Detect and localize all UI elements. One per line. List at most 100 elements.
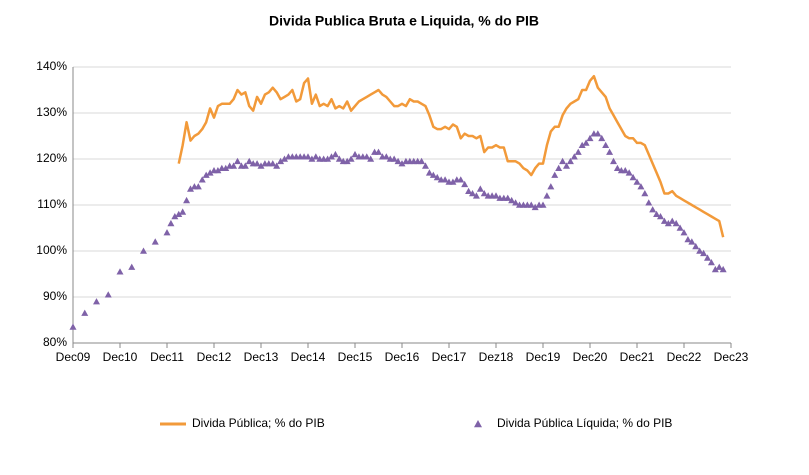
data-point [578,141,586,148]
data-point [347,155,355,162]
x-tick-label: Dec19 [526,350,561,364]
data-point [308,155,316,162]
data-point [449,178,457,185]
data-point [273,162,281,169]
data-point [469,190,476,197]
data-point [367,155,375,162]
data-point [457,176,465,183]
data-point [429,171,437,178]
data-point [566,157,574,165]
legend-swatch [474,420,482,428]
data-point [441,176,449,183]
data-point [140,247,147,254]
data-point [281,155,288,162]
data-point [187,185,194,192]
x-tick-label: Dec20 [573,350,608,364]
data-point [206,169,214,176]
data-point [422,162,429,169]
data-point [253,160,261,167]
x-tick-label: Dec22 [667,350,702,364]
data-point [230,162,238,169]
data-point [328,153,335,160]
x-tick-label: Dec10 [103,350,138,364]
data-point [512,199,520,206]
data-point [711,265,719,273]
x-tick-label: Dec16 [385,350,420,364]
x-tick-label: Dec17 [432,350,467,364]
data-point [672,219,680,227]
data-point [504,194,512,201]
data-point [480,190,488,197]
data-point [69,323,77,330]
x-tick-label: Dec21 [620,350,655,364]
data-point [582,139,590,146]
data-point [183,196,191,204]
data-point [613,164,621,171]
data-point [202,171,210,178]
y-tick-label: 100% [36,243,67,257]
data-point [222,164,230,171]
data-point [128,263,136,270]
data-point [257,162,265,169]
data-point [637,183,645,190]
data-point [171,213,179,220]
y-tick-label: 140% [36,59,67,73]
data-point [684,236,692,243]
data-point [551,171,559,178]
data-point [586,134,594,142]
data-point [163,229,171,236]
data-point [179,208,187,215]
data-point [598,134,606,142]
data-point [277,157,285,165]
data-point [382,153,390,160]
data-point [241,162,249,169]
data-point [633,178,641,185]
data-point [629,173,637,181]
data-point [645,199,653,206]
data-point [594,130,602,137]
data-point [304,153,312,160]
data-point [539,201,547,208]
data-point [660,217,668,224]
data-point [508,196,516,204]
data-point [461,180,469,188]
data-point [214,167,222,174]
data-point [657,213,664,220]
data-point [700,249,708,257]
chart-title: Divida Publica Bruta e Liquida, % do PIB [269,13,539,29]
data-point [198,176,206,183]
data-point [104,291,112,298]
data-point [465,187,473,194]
data-point [93,298,100,305]
y-tick-label: 120% [36,151,67,165]
data-point [704,254,711,261]
data-point [649,206,657,213]
data-point [570,153,578,160]
data-point [425,169,433,176]
data-point [335,155,343,162]
data-line [177,74,725,238]
data-point [563,162,570,169]
data-point [602,141,610,148]
data-point [559,157,567,165]
data-point [175,210,183,217]
data-point [433,173,441,181]
data-point [351,150,359,158]
data-point [324,155,332,162]
data-point [194,183,202,190]
data-point [245,157,253,165]
data-point [312,153,320,160]
y-tick-label: 110% [37,197,67,211]
x-tick-label: Dec15 [338,350,373,364]
data-point [696,247,704,254]
data-point [610,157,617,165]
x-tick-label: Dec13 [244,350,279,364]
y-tick-label: 80% [43,335,67,349]
data-point [418,157,426,165]
data-point [707,259,715,266]
y-tick-label: 130% [36,105,67,119]
data-point [719,265,727,273]
data-point [641,190,649,197]
x-tick-label: Dec11 [150,350,184,364]
